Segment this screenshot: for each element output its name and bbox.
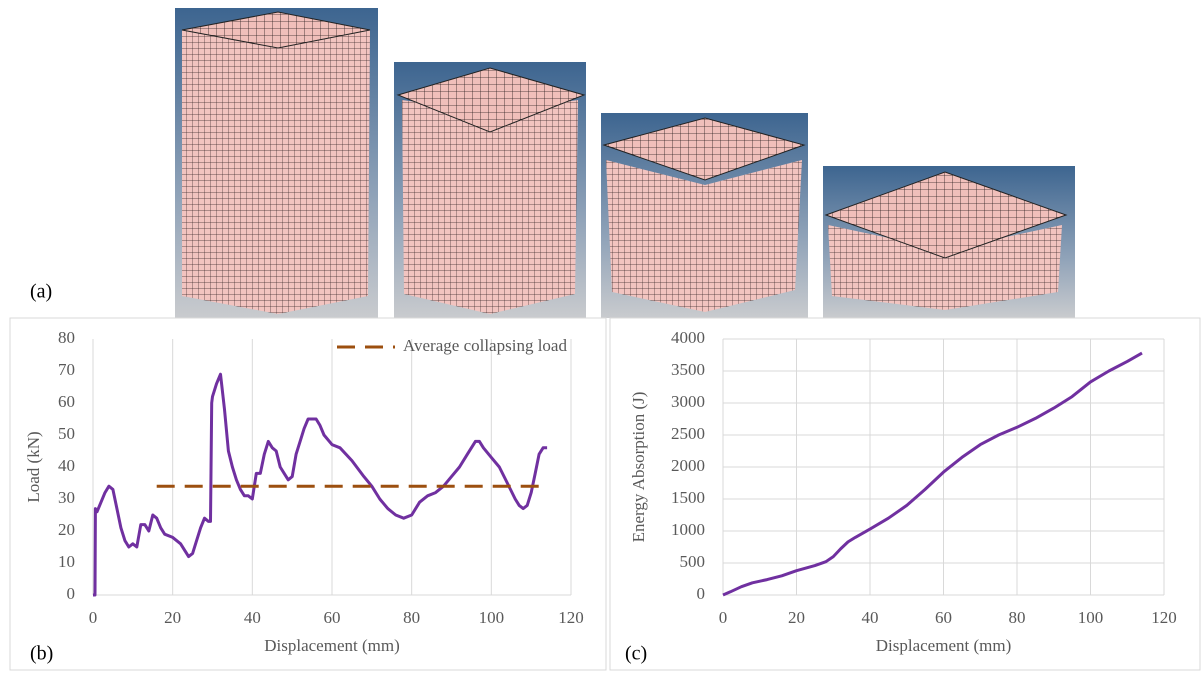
y-tick-label: 2000: [671, 456, 705, 475]
y-tick-label: 2500: [671, 424, 705, 443]
panel-label: (c): [625, 643, 647, 665]
x-tick-label: 120: [1151, 608, 1177, 627]
panel-frame: [10, 318, 606, 670]
y-tick-label: 40: [58, 456, 75, 475]
series-line: [723, 353, 1142, 595]
legend-label: Average collapsing load: [403, 336, 567, 355]
y-tick-label: 3000: [671, 392, 705, 411]
x-tick-label: 0: [719, 608, 728, 627]
x-tick-label: 80: [1009, 608, 1026, 627]
y-tick-label: 0: [697, 584, 706, 603]
panel-label: (b): [30, 643, 53, 665]
x-tick-label: 20: [164, 608, 181, 627]
panel-label: (a): [30, 281, 52, 303]
y-tick-label: 500: [680, 552, 706, 571]
x-tick-label: 40: [862, 608, 879, 627]
y-tick-label: 60: [58, 392, 75, 411]
y-axis-title: Energy Absorption (J): [629, 392, 648, 543]
x-axis-title: Displacement (mm): [876, 636, 1012, 655]
y-tick-label: 1000: [671, 520, 705, 539]
y-tick-label: 80: [58, 328, 75, 347]
y-tick-label: 30: [58, 488, 75, 507]
x-tick-label: 120: [558, 608, 584, 627]
x-tick-label: 20: [788, 608, 805, 627]
x-tick-label: 80: [403, 608, 420, 627]
y-tick-label: 1500: [671, 488, 705, 507]
x-tick-label: 60: [935, 608, 952, 627]
x-tick-label: 100: [1078, 608, 1104, 627]
y-tick-label: 10: [58, 552, 75, 571]
y-tick-label: 50: [58, 424, 75, 443]
x-tick-label: 40: [244, 608, 261, 627]
series-line: [93, 374, 547, 595]
mesh-body: [182, 30, 370, 314]
y-tick-label: 70: [58, 360, 75, 379]
x-tick-label: 0: [89, 608, 98, 627]
y-axis-title: Load (kN): [24, 431, 43, 502]
x-tick-label: 100: [479, 608, 505, 627]
figure: (a) (b) (c) 0 20 40 60 80 100 120 0 10 20 30 40 50 60…: [0, 0, 1203, 676]
x-axis-title: Displacement (mm): [264, 636, 400, 655]
y-tick-label: 4000: [671, 328, 705, 347]
y-tick-label: 3500: [671, 360, 705, 379]
simulation-images: [175, 8, 1075, 318]
y-tick-label: 20: [58, 520, 75, 539]
y-tick-label: 0: [67, 584, 76, 603]
x-tick-label: 60: [324, 608, 341, 627]
